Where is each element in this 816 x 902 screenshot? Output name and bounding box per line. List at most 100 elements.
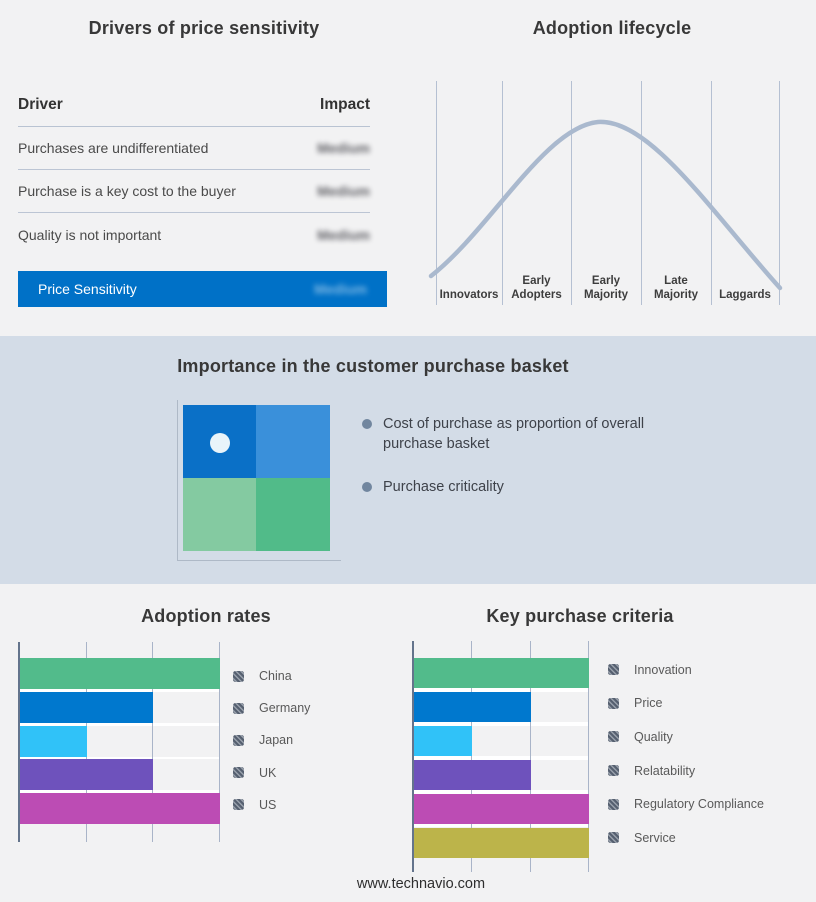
driver-table-row: Purchase is a key cost to the buyer Mediu…: [18, 170, 370, 213]
bullet-dot-icon: [362, 482, 372, 492]
legend-label: Regulatory Compliance: [634, 797, 764, 812]
legend-label: Price: [634, 696, 663, 711]
legend-item: Germany: [233, 692, 310, 724]
driver-cell: Quality is not important: [18, 226, 162, 243]
basket-bullet-item: Cost of purchase as proportion of overal…: [362, 414, 652, 454]
legend-label: US: [259, 797, 277, 812]
lifecycle-panel-title: Adoption lifecycle: [532, 18, 692, 38]
price-sensitivity-impact-value: Medium: [314, 281, 367, 297]
bullet-text: Purchase criticality: [383, 479, 504, 495]
driver-cell: Purchases are undifferentiated: [18, 140, 209, 156]
legend-swatch-icon: [233, 670, 244, 682]
table-header-divider: [18, 126, 370, 127]
lifecycle-gridlines: [436, 81, 780, 305]
impact-value: Medium: [317, 140, 370, 156]
adoption-rates-legend: China Germany Japan UK US: [233, 660, 310, 821]
bar-uk: [20, 759, 154, 791]
bar-gap: [20, 790, 220, 794]
legend-swatch-icon: [608, 765, 619, 777]
legend-label: Service: [634, 830, 676, 845]
legend-item: Innovation: [608, 653, 764, 687]
impact-value: Medium: [317, 183, 370, 199]
legend-swatch-icon: [608, 731, 619, 743]
legend-swatch-icon: [233, 799, 244, 811]
bar-gap: [20, 689, 220, 692]
bar-relatability: [414, 759, 531, 790]
basket-bullet-item: Purchase criticality: [362, 477, 652, 497]
bar-gap: [414, 789, 589, 794]
quadrant-cell-top-right: [256, 405, 330, 478]
bar-gap: [414, 755, 589, 760]
bar-us: [20, 793, 220, 825]
chart-gridline: [588, 641, 589, 872]
legend-item: China: [233, 660, 310, 692]
drivers-table-header: Driver Impact: [18, 96, 370, 114]
legend-swatch-icon: [608, 697, 619, 709]
price-sensitivity-label: Price Sensitivity: [38, 281, 137, 297]
bullet-text: Cost of purchase as proportion of overal…: [383, 416, 645, 452]
legend-swatch-icon: [233, 734, 244, 746]
legend-swatch-icon: [608, 832, 619, 844]
legend-swatch-icon: [608, 664, 619, 676]
driver-column-header: Driver: [18, 96, 63, 113]
driver-table-row: Purchases are undifferentiated Medium: [18, 127, 370, 170]
lifecycle-stage-labels: Innovators Early Adopters Early Majority La…: [436, 243, 780, 303]
legend-item: Japan: [233, 724, 310, 756]
bar-germany: [20, 691, 154, 723]
purchase-basket-band: [0, 336, 816, 584]
legend-item: Price: [608, 687, 764, 721]
legend-label: Relatability: [634, 763, 696, 778]
legend-label: Japan: [259, 733, 294, 748]
quadrant-position-dot: [210, 433, 230, 453]
legend-swatch-icon: [233, 767, 244, 779]
legend-item: Quality: [608, 720, 764, 754]
bar-innovation: [414, 658, 589, 688]
bar-gap: [414, 688, 589, 692]
bullet-dot-icon: [362, 419, 372, 429]
lifecycle-stage-label: Early Adopters: [511, 274, 562, 302]
bar-quality: [414, 725, 473, 756]
chart-gridline: [152, 642, 154, 842]
key-purchase-criteria-legend: Innovation Price Quality Relatability Regula…: [608, 653, 764, 855]
chart-gridline: [471, 641, 473, 872]
legend-item: Regulatory Compliance: [608, 787, 764, 821]
chart-gridline: [529, 641, 531, 872]
lifecycle-bell-curve: [428, 119, 783, 291]
legend-swatch-icon: [233, 702, 244, 714]
quadrant-axes: [177, 400, 341, 561]
key-purchase-criteria-chart: [412, 641, 589, 872]
quadrant-cell-bottom-left: [183, 478, 256, 551]
bar-gap: [20, 722, 220, 726]
legend-item: Relatability: [608, 754, 764, 788]
driver-cell: Purchase is a key cost to the buyer: [18, 183, 236, 199]
quadrant-cell-bottom-right: [256, 478, 330, 551]
chart-gridline: [219, 642, 220, 842]
adoption-rates-title: Adoption rates: [141, 606, 271, 626]
drivers-panel-title: Drivers of price sensitivity: [88, 18, 320, 38]
basket-bullet-list: Cost of purchase as proportion of overal…: [362, 414, 652, 520]
legend-label: Quality: [634, 729, 673, 744]
legend-item: Service: [608, 821, 764, 855]
legend-item: UK: [233, 757, 310, 789]
legend-label: Innovation: [634, 662, 692, 677]
lifecycle-stage-label: Laggards: [719, 289, 771, 302]
bar-gap: [20, 756, 220, 760]
impact-column-header: Impact: [320, 96, 370, 113]
lifecycle-stage-label: Late Majority: [653, 274, 699, 302]
bar-japan: [20, 725, 87, 757]
legend-label: China: [259, 669, 292, 684]
lifecycle-stage-label: Early Majority: [583, 274, 629, 302]
bar-gap: [414, 823, 589, 828]
purchase-basket-quadrant: [183, 405, 330, 551]
basket-panel-title: Importance in the customer purchase bask…: [177, 356, 569, 376]
impact-value: Medium: [317, 226, 370, 243]
lifecycle-stage-label: Innovators: [439, 289, 499, 302]
bar-service: [414, 827, 589, 858]
adoption-rates-chart: [18, 642, 220, 842]
website-url: www.technavio.com: [356, 876, 486, 892]
price-sensitivity-row: Price Sensitivity Medium: [18, 271, 387, 307]
key-purchase-criteria-title: Key purchase criteria: [486, 606, 674, 626]
bar-regulatory-compliance: [414, 793, 589, 824]
bar-gap: [414, 721, 589, 726]
